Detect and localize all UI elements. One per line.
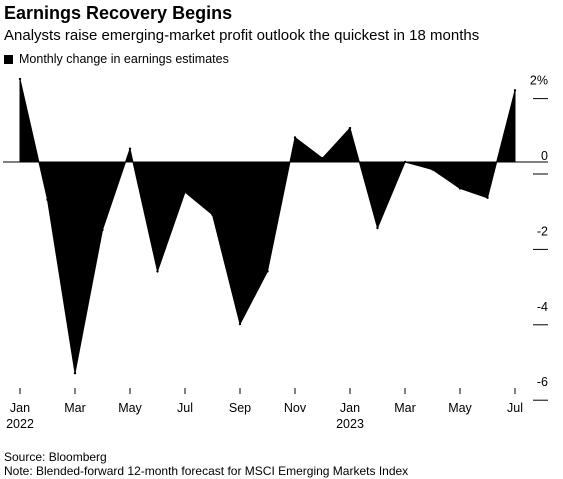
legend-label: Monthly change in earnings estimates — [19, 52, 229, 66]
x-tick-label: Mar — [64, 401, 86, 415]
chart-subtitle: Analysts raise emerging-market profit ou… — [4, 27, 480, 44]
legend: Monthly change in earnings estimates — [4, 52, 229, 66]
y-tick-label: -4 — [537, 300, 548, 314]
x-tick-year: 2022 — [6, 417, 34, 431]
chart-title: Earnings Recovery Begins — [4, 3, 233, 23]
x-tick-label: May — [118, 401, 142, 415]
data-point — [293, 136, 297, 139]
x-tick-label: Nov — [284, 401, 307, 415]
data-point — [486, 196, 489, 200]
x-tick-label: Jan — [340, 401, 360, 415]
data-point — [376, 226, 379, 230]
data-point — [156, 270, 159, 273]
data-point — [431, 168, 434, 171]
data-point — [101, 228, 104, 232]
legend-swatch — [4, 54, 13, 64]
y-tick-label: 0 — [541, 149, 548, 163]
x-tick-label: Jul — [507, 401, 523, 415]
x-tick-label: Sep — [229, 401, 251, 415]
data-point — [128, 147, 132, 151]
data-point — [458, 187, 462, 190]
x-tick-label: Mar — [394, 401, 416, 415]
source-note: Source: Bloomberg — [4, 450, 107, 464]
x-tick-label: Jan — [10, 401, 30, 415]
data-point — [18, 77, 22, 81]
footnote: Note: Blended-forward 12-month forecast … — [4, 464, 409, 478]
data-point — [73, 371, 77, 375]
data-point — [513, 89, 517, 92]
data-point — [183, 190, 187, 194]
data-point — [238, 322, 242, 326]
series-area — [19, 78, 516, 374]
data-point — [266, 270, 269, 273]
x-tick-year: 2023 — [336, 417, 364, 431]
x-tick-label: Jul — [177, 401, 193, 415]
data-point — [321, 157, 324, 160]
x-tick-label: May — [448, 401, 472, 415]
data-point — [211, 213, 214, 216]
y-tick-label: 2% — [530, 74, 548, 88]
y-tick-label: -6 — [537, 375, 548, 389]
data-point — [348, 126, 352, 130]
data-point — [46, 198, 49, 201]
y-tick-label: -2 — [537, 224, 548, 238]
